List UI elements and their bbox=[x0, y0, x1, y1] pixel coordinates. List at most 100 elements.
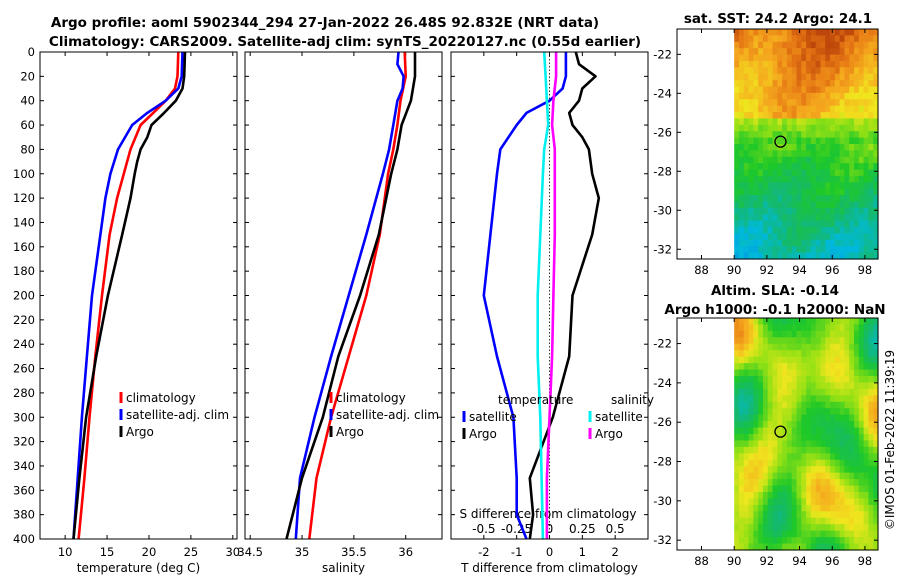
heatmap-cell bbox=[810, 195, 817, 203]
heatmap-cell bbox=[791, 227, 798, 235]
heatmap-cell bbox=[806, 543, 812, 551]
heatmap-cell bbox=[863, 330, 870, 338]
heatmap-cell bbox=[863, 163, 870, 171]
heatmap-cell bbox=[868, 207, 874, 215]
heatmap-cell bbox=[854, 124, 860, 132]
heatmap-cell bbox=[801, 156, 807, 164]
heatmap-cell bbox=[777, 54, 783, 62]
heatmap-cell bbox=[801, 99, 807, 107]
heatmap-cell bbox=[777, 99, 783, 107]
heatmap-cell bbox=[806, 73, 812, 81]
heatmap-cell bbox=[863, 227, 870, 235]
heatmap-cell bbox=[743, 214, 750, 222]
heatmap-cell bbox=[854, 330, 860, 338]
heatmap-cell bbox=[834, 414, 841, 422]
heatmap-cell bbox=[830, 86, 836, 94]
heatmap-cell bbox=[767, 511, 774, 519]
heatmap-cell bbox=[748, 41, 754, 49]
heatmap-cell bbox=[806, 530, 812, 538]
heatmap-cell bbox=[873, 330, 879, 338]
heatmap-cell bbox=[767, 466, 774, 474]
y-tick-label: 80 bbox=[20, 142, 35, 156]
heatmap-cell bbox=[801, 440, 807, 448]
heatmap-cell bbox=[791, 239, 798, 247]
heatmap-cell bbox=[767, 434, 774, 442]
heatmap-cell bbox=[748, 388, 754, 396]
heatmap-cell bbox=[767, 220, 774, 228]
heatmap-cell bbox=[734, 421, 740, 429]
heatmap-cell bbox=[796, 511, 802, 519]
heatmap-cell bbox=[767, 427, 774, 435]
heatmap-cell bbox=[767, 112, 774, 120]
heatmap-cell bbox=[815, 124, 822, 132]
legend-entry: satellite bbox=[469, 410, 517, 424]
heatmap-cell bbox=[734, 479, 740, 487]
legend-entry: Argo bbox=[126, 425, 154, 439]
heatmap-cell bbox=[743, 343, 750, 351]
heatmap-cell bbox=[762, 182, 769, 190]
heatmap-cell bbox=[738, 60, 745, 68]
heatmap-cell bbox=[796, 150, 802, 158]
heatmap-cell bbox=[738, 382, 745, 390]
heatmap-cell bbox=[863, 324, 870, 332]
heatmap-cell bbox=[791, 343, 798, 351]
heatmap-cell bbox=[830, 105, 836, 113]
heatmap-cell bbox=[743, 112, 750, 120]
heatmap-cell bbox=[825, 421, 831, 429]
heatmap-cell bbox=[810, 363, 817, 371]
heatmap-cell bbox=[796, 395, 802, 403]
heatmap-cell bbox=[743, 543, 750, 551]
heatmap-cell bbox=[758, 504, 764, 512]
heatmap-cell bbox=[830, 214, 836, 222]
heatmap-cell bbox=[820, 434, 826, 442]
heatmap-cell bbox=[777, 41, 783, 49]
heatmap-cell bbox=[849, 227, 855, 235]
heatmap-cell bbox=[734, 446, 740, 454]
heatmap-cell bbox=[806, 137, 812, 145]
heatmap-cell bbox=[820, 239, 826, 247]
heatmap-cell bbox=[791, 35, 798, 43]
heatmap-cell bbox=[762, 246, 769, 254]
heatmap-cell bbox=[782, 395, 788, 403]
heatmap-cell bbox=[815, 169, 822, 177]
heatmap-cell bbox=[873, 479, 879, 487]
heatmap-cell bbox=[801, 92, 807, 100]
heatmap-cell bbox=[830, 376, 836, 384]
heatmap-cell bbox=[791, 369, 798, 377]
heatmap-cell bbox=[863, 388, 870, 396]
heatmap-cell bbox=[858, 498, 865, 506]
heatmap-cell bbox=[753, 144, 759, 151]
heatmap-cell bbox=[734, 156, 740, 164]
heatmap-cell bbox=[777, 80, 783, 88]
heatmap-cell bbox=[791, 207, 798, 215]
heatmap-cell bbox=[734, 67, 740, 75]
heatmap-cell bbox=[810, 169, 817, 177]
heatmap-cell bbox=[834, 131, 841, 139]
x-tick-label: 96 bbox=[825, 263, 840, 277]
heatmap-cell bbox=[863, 492, 870, 500]
heatmap-cell bbox=[839, 337, 846, 345]
heatmap-cell bbox=[844, 118, 850, 126]
heatmap-cell bbox=[815, 67, 822, 75]
heatmap-cell bbox=[854, 182, 860, 190]
heatmap-cell bbox=[849, 163, 855, 171]
heatmap-cell bbox=[772, 524, 778, 532]
heatmap-cell bbox=[839, 427, 846, 435]
heatmap-cell bbox=[777, 169, 783, 177]
heatmap-cell bbox=[839, 343, 846, 351]
heatmap-cell bbox=[758, 105, 764, 113]
heatmap-cell bbox=[777, 35, 783, 43]
heatmap-cell bbox=[753, 517, 759, 525]
heatmap-cell bbox=[844, 517, 850, 525]
heatmap-cell bbox=[753, 492, 759, 500]
heatmap-cell bbox=[753, 207, 759, 215]
heatmap-cell bbox=[762, 48, 769, 56]
heatmap-cell bbox=[839, 60, 846, 68]
heatmap-cell bbox=[873, 163, 879, 171]
heatmap-cell bbox=[849, 201, 855, 209]
heatmap-cell bbox=[786, 112, 793, 120]
heatmap-cell bbox=[810, 112, 817, 120]
heatmap-cell bbox=[772, 408, 778, 416]
heatmap-cell bbox=[786, 421, 793, 429]
series-group bbox=[285, 52, 417, 539]
